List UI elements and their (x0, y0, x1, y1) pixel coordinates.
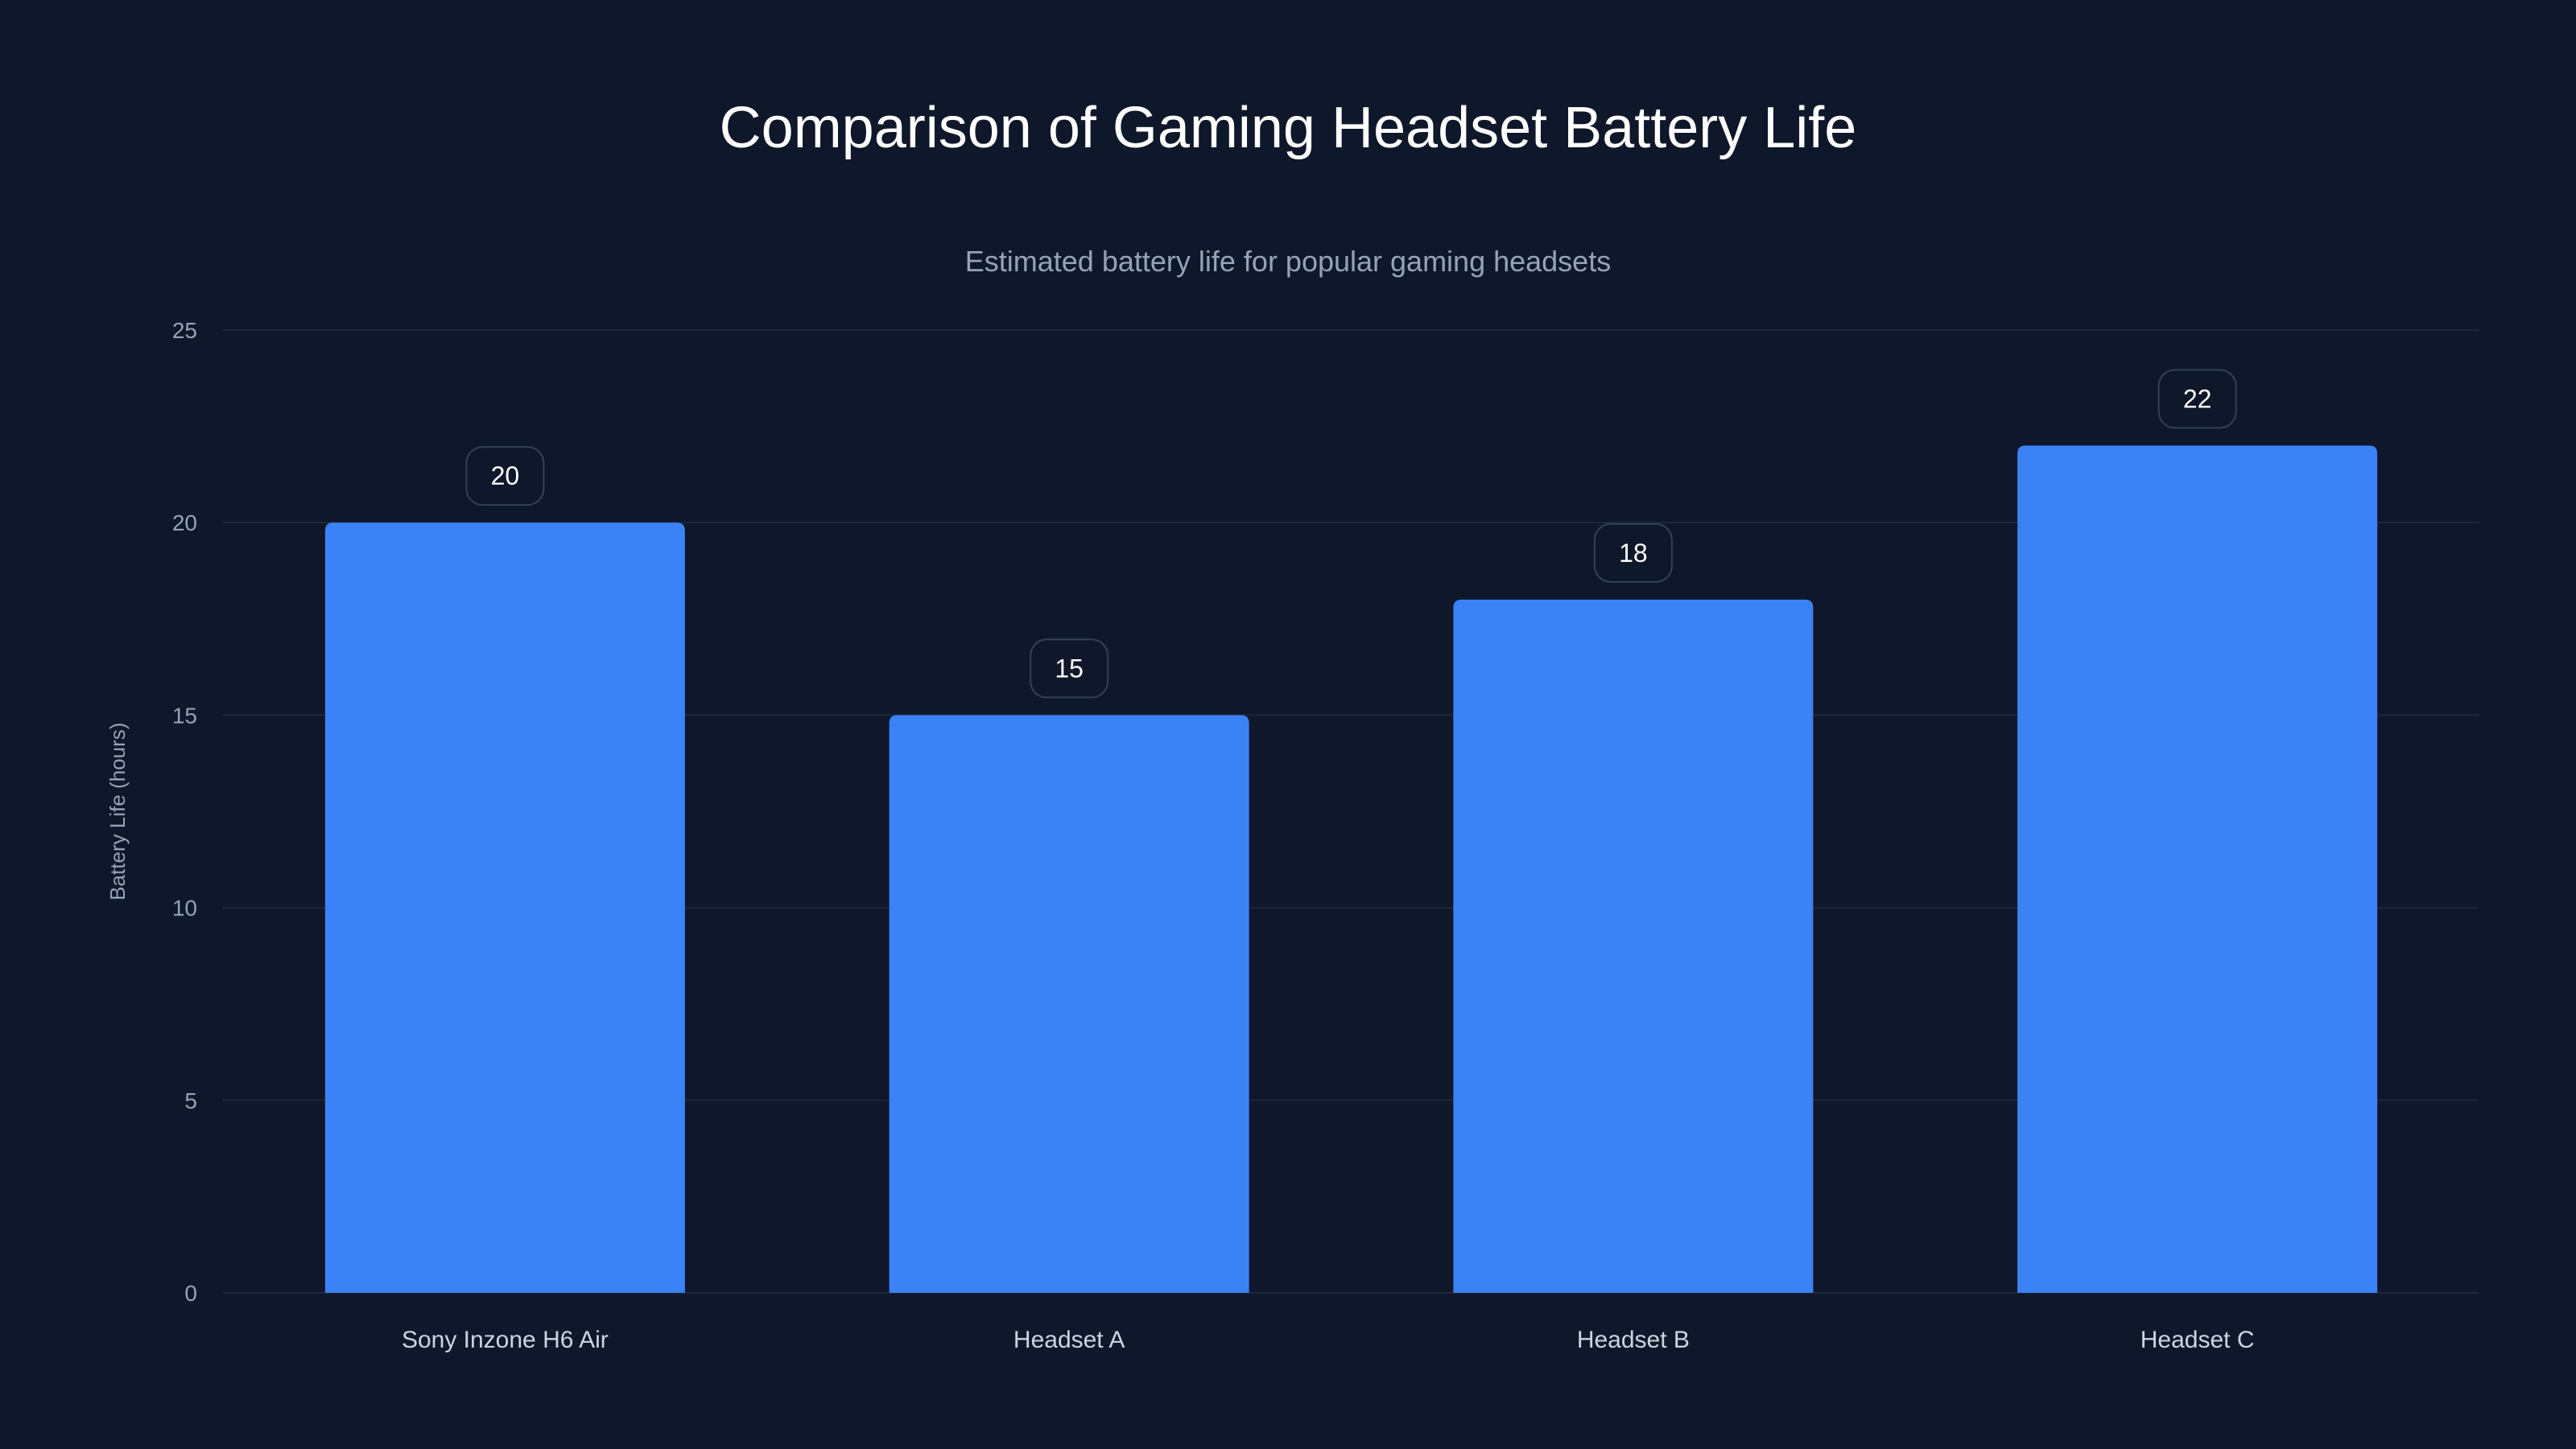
bar (2017, 445, 2378, 1293)
data-label: 22 (2183, 385, 2212, 414)
bar (1453, 599, 1814, 1293)
data-label-box (1593, 522, 1673, 583)
y-tick-label: 20 (172, 510, 197, 535)
y-tick-label: 15 (172, 703, 197, 728)
x-tick-label: Headset A (1013, 1327, 1125, 1353)
bar (324, 522, 685, 1293)
y-tick-label: 25 (172, 318, 197, 343)
y-tick-label: 5 (184, 1088, 197, 1113)
y-tick-label: 10 (172, 896, 197, 921)
data-label: 20 (491, 461, 520, 490)
data-label-box (465, 446, 545, 506)
y-tick-label: 0 (184, 1281, 197, 1306)
data-label: 18 (1619, 539, 1648, 568)
x-tick-label: Headset C (2140, 1327, 2255, 1353)
data-label-box (2157, 369, 2237, 429)
y-axis-label: Battery Life (hours) (105, 722, 130, 900)
data-label-box (1030, 638, 1109, 699)
bar (889, 715, 1249, 1293)
chart-subtitle: Estimated battery life for popular gamin… (964, 245, 1612, 278)
x-tick-label: Sony Inzone H6 Air (402, 1327, 609, 1353)
chart-title: Comparison of Gaming Headset Battery Lif… (719, 96, 1857, 160)
data-label: 15 (1055, 654, 1084, 683)
x-tick-label: Headset B (1577, 1327, 1690, 1353)
